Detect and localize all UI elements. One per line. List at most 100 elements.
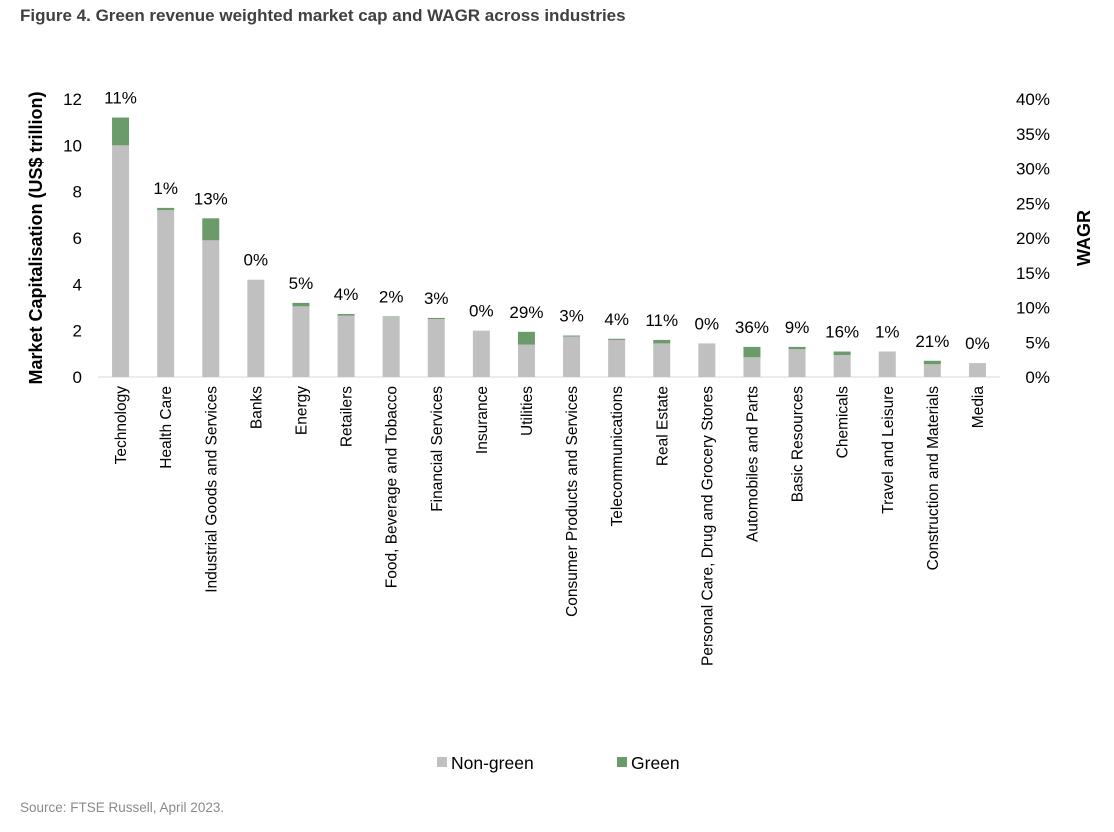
bar-green bbox=[563, 335, 581, 337]
y-tick-label: 6 bbox=[73, 229, 82, 248]
bar-green bbox=[292, 302, 310, 307]
y-tick-label: 12 bbox=[63, 90, 82, 109]
y-tick-label: 4 bbox=[73, 275, 82, 294]
y-tick-label: 8 bbox=[73, 183, 82, 202]
bar-non-green bbox=[427, 319, 445, 377]
y-tick-label: 2 bbox=[73, 322, 82, 341]
bars bbox=[112, 117, 986, 377]
bar-non-green bbox=[608, 339, 626, 377]
wagr-label: 29% bbox=[509, 303, 543, 322]
x-tick-label: Construction and Materials bbox=[925, 386, 942, 571]
bar-green bbox=[608, 338, 626, 340]
bar-green bbox=[427, 317, 445, 320]
x-tick-label: Utilities bbox=[519, 386, 536, 436]
bar-non-green bbox=[247, 279, 265, 377]
wagr-label: 4% bbox=[334, 285, 359, 304]
legend-label: Non-green bbox=[451, 753, 534, 773]
bar-non-green bbox=[653, 343, 671, 377]
data-labels: 11% 1% 13% 0% 5% 4% 2% 3% 0% 29% 3% 4% 11% 0% 36% 9% 16%… bbox=[104, 89, 990, 354]
chart: 0 2 4 6 8 10 12 Market Capitalisation (US$ tril… bbox=[26, 89, 1094, 773]
bar-non-green bbox=[157, 210, 175, 377]
bar-green bbox=[517, 331, 535, 345]
x-tick-label: Consumer Products and Services bbox=[564, 386, 581, 617]
wagr-label: 2% bbox=[379, 287, 404, 306]
wagr-label: 0% bbox=[695, 314, 720, 333]
x-tick-label: Banks bbox=[248, 386, 265, 429]
legend-label: Green bbox=[631, 753, 680, 773]
y2-tick-label: 5% bbox=[1025, 333, 1050, 352]
bar-non-green bbox=[112, 145, 130, 377]
wagr-label: 21% bbox=[915, 332, 949, 351]
bar-non-green bbox=[878, 351, 896, 377]
bar-non-green bbox=[292, 306, 310, 377]
wagr-label: 36% bbox=[735, 318, 769, 337]
y-tick-label: 10 bbox=[63, 136, 82, 155]
x-tick-label: Basic Resources bbox=[790, 386, 807, 503]
wagr-label: 11% bbox=[104, 89, 137, 108]
legend-swatch bbox=[437, 757, 447, 767]
x-tick-label: Chemicals bbox=[835, 386, 852, 459]
source-note: Source: FTSE Russell, April 2023. bbox=[20, 800, 225, 815]
bar-green bbox=[743, 346, 761, 358]
wagr-label: 0% bbox=[469, 302, 494, 321]
bar-green bbox=[653, 339, 671, 344]
wagr-label: 5% bbox=[289, 274, 314, 293]
x-tick-label: Retailers bbox=[339, 386, 356, 447]
wagr-label: 1% bbox=[153, 179, 178, 198]
x-tick-label: Automobiles and Parts bbox=[744, 386, 761, 542]
wagr-label: 0% bbox=[244, 251, 269, 270]
x-tick-label: Industrial Goods and Services bbox=[203, 386, 220, 593]
bar-green bbox=[337, 313, 355, 316]
bar-non-green bbox=[968, 363, 986, 377]
y2-tick-label: 25% bbox=[1016, 194, 1050, 213]
bar-non-green bbox=[382, 316, 400, 377]
bar-green bbox=[112, 117, 130, 146]
bar-non-green bbox=[337, 315, 355, 377]
bar-green bbox=[157, 207, 175, 211]
x-tick-label: Energy bbox=[293, 386, 310, 435]
x-tick-label: Telecommunications bbox=[609, 386, 626, 527]
x-tick-label: Insurance bbox=[474, 386, 491, 454]
y2-tick-label: 20% bbox=[1016, 229, 1050, 248]
y2-tick-label: 0% bbox=[1025, 368, 1050, 387]
x-tick-label: Technology bbox=[113, 386, 130, 465]
y-tick-label: 0 bbox=[73, 368, 82, 387]
y-axis-title: Market Capitalisation (US$ trillion) bbox=[26, 91, 46, 384]
bar-non-green bbox=[923, 364, 941, 377]
wagr-label: 16% bbox=[825, 323, 859, 342]
y2-tick-label: 15% bbox=[1016, 264, 1050, 283]
bar-non-green bbox=[788, 349, 806, 377]
wagr-label: 3% bbox=[559, 307, 584, 326]
wagr-label: 13% bbox=[194, 189, 228, 208]
y2-axis-title: WAGR bbox=[1074, 210, 1094, 266]
wagr-label: 4% bbox=[604, 310, 629, 329]
x-tick-label: Financial Services bbox=[429, 386, 446, 512]
x-tick-label: Food, Beverage and Tobacco bbox=[384, 386, 401, 588]
bar-non-green bbox=[472, 330, 490, 377]
bar-green bbox=[202, 218, 220, 241]
wagr-label: 9% bbox=[785, 318, 810, 337]
wagr-label: 11% bbox=[645, 311, 678, 330]
x-tick-label: Media bbox=[970, 386, 987, 429]
x-tick-label: Personal Care, Drug and Grocery Stores bbox=[699, 386, 716, 666]
bar-green bbox=[923, 360, 941, 365]
wagr-label: 0% bbox=[965, 334, 990, 353]
bar-non-green bbox=[833, 354, 851, 377]
bar-non-green bbox=[563, 336, 581, 377]
bar-green bbox=[788, 346, 806, 350]
y2-tick-label: 40% bbox=[1016, 90, 1050, 109]
figure-title: Figure 4. Green revenue weighted market … bbox=[20, 6, 626, 25]
x-tick-label: Real Estate bbox=[654, 386, 671, 466]
bar-non-green bbox=[517, 344, 535, 377]
bar-non-green bbox=[698, 343, 716, 377]
legend-swatch bbox=[617, 757, 627, 767]
axes: 0 2 4 6 8 10 12 Market Capitalisation (US$ tril… bbox=[26, 90, 1094, 666]
y2-tick-label: 35% bbox=[1016, 125, 1050, 144]
x-tick-label: Health Care bbox=[158, 386, 175, 469]
y2-tick-label: 10% bbox=[1016, 299, 1050, 318]
wagr-label: 1% bbox=[875, 323, 900, 342]
bar-green bbox=[833, 351, 851, 355]
x-tick-label: Travel and Leisure bbox=[880, 386, 897, 514]
y2-tick-label: 30% bbox=[1016, 160, 1050, 179]
legend: Non-green Green bbox=[437, 753, 680, 773]
